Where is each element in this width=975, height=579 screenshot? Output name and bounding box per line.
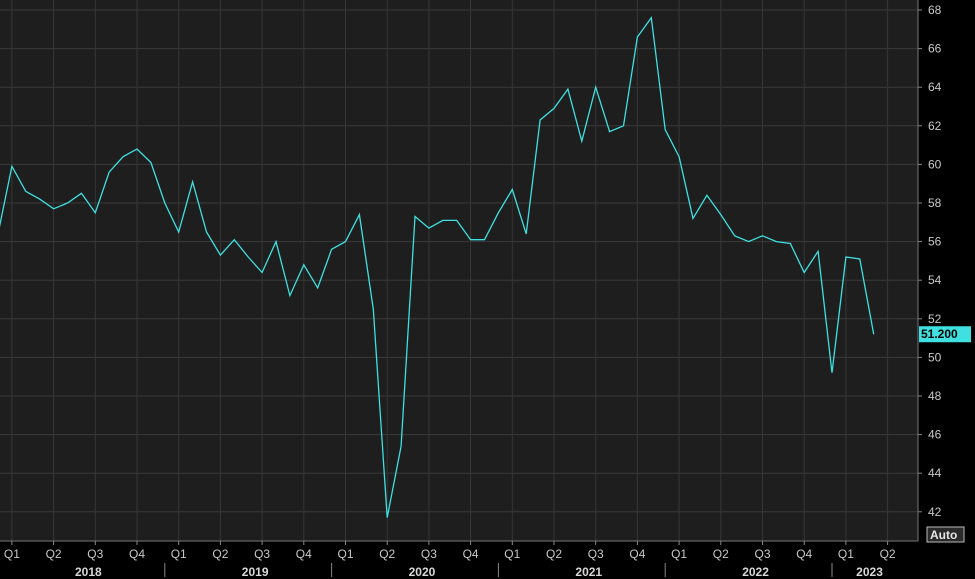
last-value-marker: 51.200 <box>919 326 971 343</box>
y-tick-label: 62 <box>928 119 942 133</box>
x-tick-label: Q3 <box>421 547 437 561</box>
y-tick-label: 64 <box>928 80 942 94</box>
year-label: 2022 <box>742 565 769 579</box>
x-tick-label: Q2 <box>880 547 896 561</box>
x-tick-label: Q3 <box>754 547 770 561</box>
year-label: 2018 <box>75 565 102 579</box>
auto-scale-button-bg <box>926 526 965 543</box>
series-line <box>0 15 875 518</box>
last-value-label: 51.200 <box>921 327 958 341</box>
x-tick-label: Q2 <box>212 547 228 561</box>
y-tick-label: 42 <box>928 505 942 519</box>
x-tick-label: Q4 <box>463 547 479 561</box>
x-tick-label: Q1 <box>4 547 20 561</box>
x-tick-label: Q4 <box>796 547 812 561</box>
x-axis: Q1 Q2 Q3 Q4 Q1 Q2 Q3 Q4 Q1 Q2 Q3 Q4 Q1 Q2 Q3 Q4 Q1 Q2 Q3 Q4… <box>0 540 918 579</box>
y-tick-label: 44 <box>928 466 942 480</box>
x-tick-label: Q2 <box>546 547 562 561</box>
year-label: 2019 <box>242 565 269 579</box>
auto-scale-button[interactable]: Auto <box>926 526 965 543</box>
y-axis: 42 44 46 48 50 52 54 56 58 60 62 64 66 68 <box>917 0 942 541</box>
x-tick-label: Q4 <box>296 547 312 561</box>
x-tick-label: Q1 <box>838 547 854 561</box>
x-tick-label: Q3 <box>254 547 270 561</box>
x-tick-label: Q3 <box>588 547 604 561</box>
y-tick-label: 54 <box>928 273 942 287</box>
x-tick-label: Q1 <box>504 547 520 561</box>
y-tick-label: 56 <box>928 235 942 249</box>
x-tick-label: Q4 <box>629 547 645 561</box>
x-tick-label: Q2 <box>379 547 395 561</box>
x-tick-label: Q1 <box>671 547 687 561</box>
x-tick-label: Q1 <box>337 547 353 561</box>
y-tick-label: 46 <box>928 428 942 442</box>
y-tick-label: 50 <box>928 350 942 364</box>
last-value-badge <box>919 326 971 343</box>
y-tick-label: 68 <box>928 3 942 17</box>
x-tick-label: Q1 <box>171 547 187 561</box>
year-label: 2023 <box>856 565 883 579</box>
y-tick-label: 60 <box>928 157 942 171</box>
year-label: 2020 <box>409 565 436 579</box>
y-tick-label: 48 <box>928 389 942 403</box>
x-tick-label: Q3 <box>87 547 103 561</box>
auto-scale-label: Auto <box>930 528 957 542</box>
grid <box>0 0 918 541</box>
x-tick-label: Q2 <box>46 547 62 561</box>
x-tick-label: Q2 <box>713 547 729 561</box>
x-tick-label: Q4 <box>129 547 145 561</box>
plot-area <box>0 0 918 541</box>
y-tick-label: 66 <box>928 42 942 56</box>
y-tick-label: 58 <box>928 196 942 210</box>
year-label: 2021 <box>575 565 602 579</box>
y-tick-label: 52 <box>928 312 942 326</box>
